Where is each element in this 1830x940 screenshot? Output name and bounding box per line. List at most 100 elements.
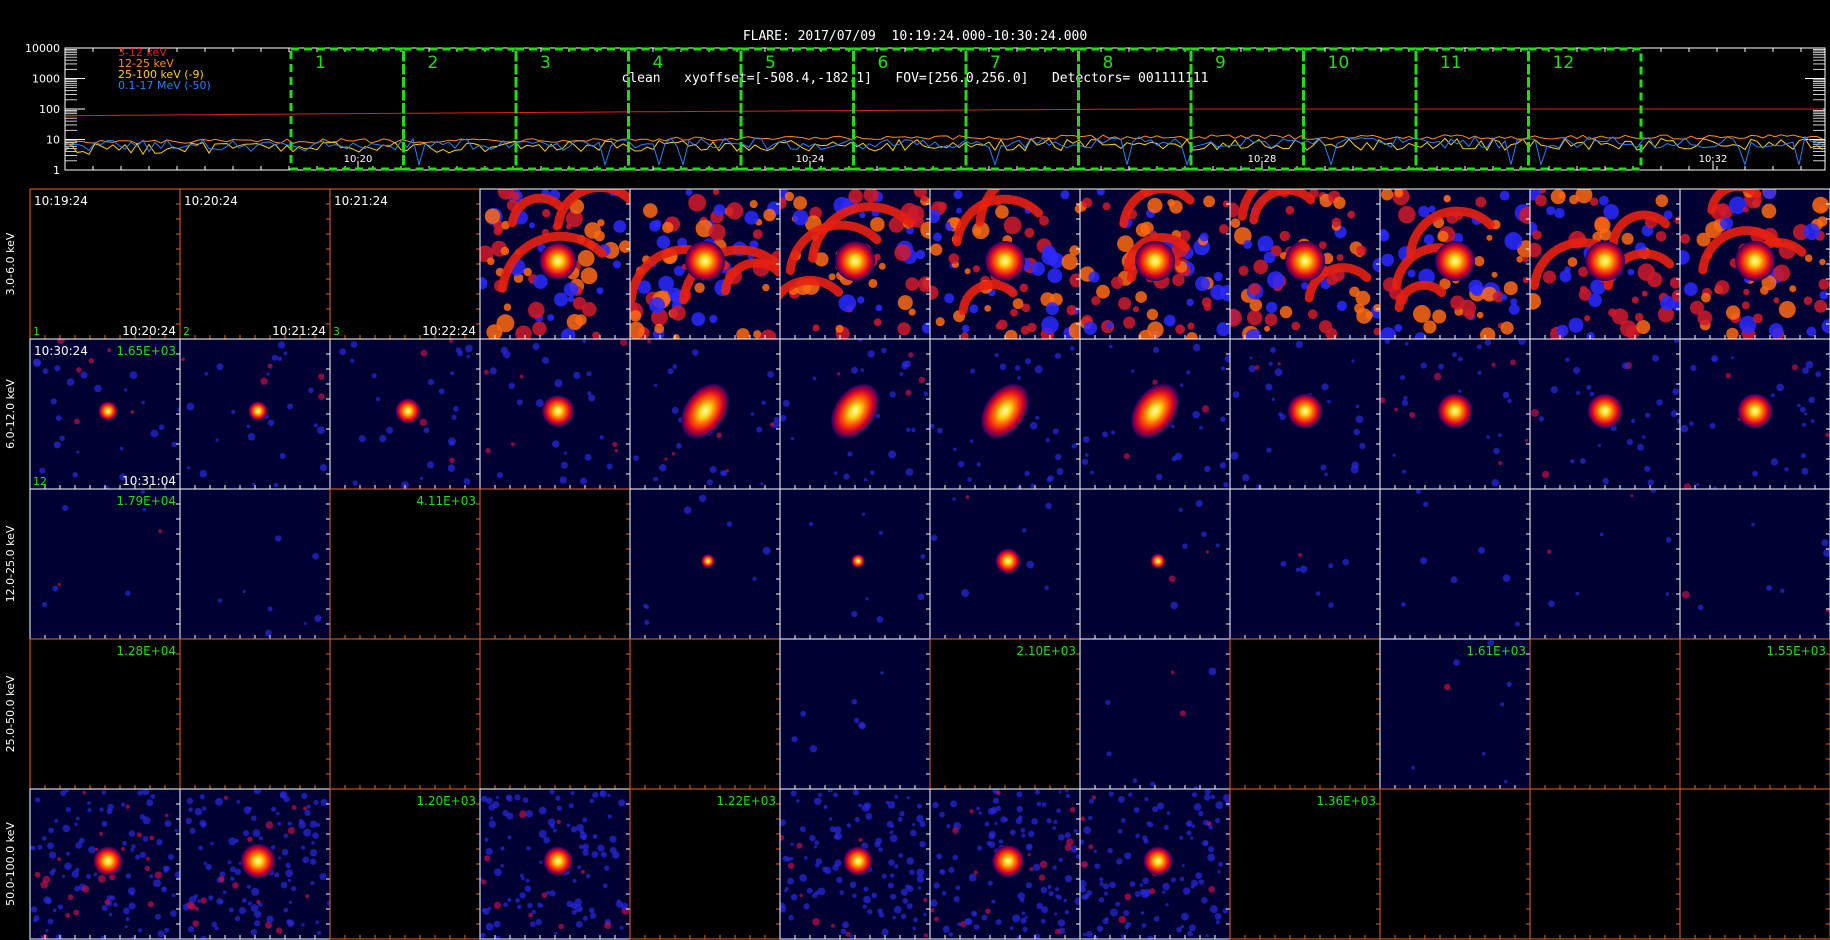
image-speckle: [832, 864, 839, 871]
image-speckle: [912, 926, 916, 930]
image-speckle: [1218, 861, 1224, 867]
image-speckle: [1568, 317, 1584, 333]
image-speckle: [575, 314, 587, 326]
image-speckle: [1085, 453, 1089, 457]
image-speckle: [854, 717, 860, 724]
image-speckle: [55, 415, 62, 421]
image-speckle: [1499, 190, 1510, 201]
image-speckle: [790, 842, 794, 846]
image-speckle: [977, 845, 982, 851]
image-speckle: [1327, 399, 1331, 404]
image-speckle: [1404, 342, 1409, 346]
image-speckle: [318, 393, 325, 400]
image-speckle: [579, 908, 583, 912]
image-speckle: [450, 371, 455, 376]
flare-source: [851, 554, 865, 568]
image-speckle: [1784, 467, 1789, 472]
flare-source: [93, 846, 123, 876]
flare-source: [985, 241, 1025, 281]
image-panel: [329, 488, 481, 640]
image-speckle: [1818, 278, 1830, 290]
image-speckle: [1210, 794, 1215, 800]
image-speckle: [967, 477, 972, 482]
image-speckle: [796, 842, 803, 849]
panel-background: [1530, 639, 1680, 789]
image-speckle: [1028, 830, 1035, 837]
image-speckle: [867, 909, 873, 915]
image-speckle: [1139, 883, 1144, 887]
image-speckle: [815, 858, 823, 865]
image-speckle: [1541, 470, 1550, 479]
image-speckle: [1039, 215, 1049, 226]
image-panel: [29, 488, 181, 640]
image-speckle: [35, 797, 41, 803]
image-speckle: [1115, 901, 1121, 907]
image-panel: [1679, 338, 1830, 490]
image-speckle: [158, 529, 163, 534]
image-speckle: [964, 918, 972, 926]
image-speckle: [1088, 798, 1094, 804]
panel-background: [480, 639, 630, 789]
image-speckle: [762, 546, 771, 555]
image-speckle: [580, 267, 598, 285]
image-speckle: [1498, 461, 1503, 466]
image-speckle: [309, 820, 317, 828]
image-speckle: [1502, 391, 1510, 399]
image-speckle: [931, 534, 938, 542]
image-speckle: [525, 878, 530, 883]
image-speckle: [749, 200, 758, 209]
image-speckle: [1193, 803, 1202, 811]
image-speckle: [994, 822, 998, 825]
panel-image: [780, 339, 929, 482]
image-speckle: [592, 331, 601, 339]
image-speckle: [1509, 359, 1516, 366]
image-speckle: [1504, 232, 1523, 250]
image-speckle: [1576, 390, 1581, 395]
image-speckle: [1538, 416, 1544, 422]
image-speckle: [1409, 412, 1416, 418]
image-speckle: [256, 900, 261, 905]
panel-image: [780, 189, 930, 339]
image-speckle: [972, 911, 977, 916]
image-speckle: [1478, 546, 1485, 554]
image-speckle: [171, 893, 176, 898]
image-speckle: [489, 816, 494, 820]
panel-peak-value: 1.36E+03: [1316, 794, 1376, 808]
y-tick-label: 1: [53, 164, 60, 175]
image-speckle: [833, 826, 842, 834]
image-panel: [1679, 638, 1830, 790]
panel-time-start: 10:20:24: [184, 194, 238, 208]
image-speckle: [1476, 311, 1484, 319]
image-speckle: [1040, 886, 1048, 894]
image-speckle: [1238, 265, 1249, 276]
image-speckle: [890, 873, 895, 878]
image-speckle: [630, 310, 642, 322]
image-speckle: [1701, 292, 1711, 303]
image-speckle: [1096, 925, 1104, 932]
image-speckle: [1057, 919, 1066, 927]
image-speckle: [859, 211, 866, 219]
image-speckle: [1019, 898, 1025, 903]
image-speckle: [1164, 314, 1176, 327]
image-speckle: [683, 506, 692, 514]
image-speckle: [1036, 801, 1042, 807]
image-speckle: [1725, 372, 1731, 379]
image-speckle: [736, 328, 750, 339]
image-speckle: [1630, 494, 1634, 498]
image-speckle: [867, 350, 875, 358]
image-speckle: [606, 463, 613, 470]
flare-source: [395, 398, 421, 424]
image-speckle: [1356, 245, 1367, 257]
image-speckle: [698, 494, 707, 503]
image-speckle: [1271, 397, 1275, 401]
image-arc: [498, 231, 607, 293]
image-speckle: [163, 886, 167, 890]
x-tick-label: 10:32: [1699, 154, 1728, 165]
image-speckle: [1135, 223, 1150, 237]
image-speckle: [762, 283, 770, 292]
image-speckle: [1584, 315, 1591, 322]
image-speckle: [73, 909, 80, 916]
image-speckle: [1351, 461, 1359, 469]
image-speckle: [858, 721, 866, 729]
image-speckle: [1324, 472, 1328, 477]
